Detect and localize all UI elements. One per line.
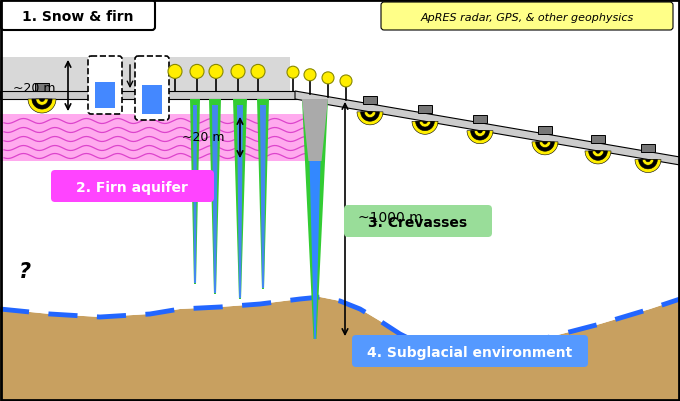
Circle shape: [209, 65, 223, 79]
Polygon shape: [368, 113, 373, 115]
FancyBboxPatch shape: [344, 205, 492, 237]
Polygon shape: [209, 100, 221, 294]
Polygon shape: [0, 115, 312, 162]
Circle shape: [287, 67, 299, 79]
Polygon shape: [536, 142, 554, 152]
Text: ~20 m: ~20 m: [12, 81, 55, 94]
FancyBboxPatch shape: [1, 1, 155, 31]
Bar: [142, 86, 162, 115]
Polygon shape: [0, 58, 290, 92]
Polygon shape: [474, 132, 486, 137]
Text: ApRES radar, GPS, & other geophysics: ApRES radar, GPS, & other geophysics: [420, 13, 634, 23]
Circle shape: [340, 76, 352, 88]
Polygon shape: [357, 113, 383, 126]
Polygon shape: [257, 100, 269, 289]
Circle shape: [322, 73, 334, 85]
Polygon shape: [412, 122, 438, 135]
Bar: [641, 144, 655, 152]
FancyBboxPatch shape: [88, 57, 122, 115]
Circle shape: [168, 65, 182, 79]
Polygon shape: [39, 100, 44, 102]
Bar: [418, 106, 432, 114]
Polygon shape: [415, 122, 435, 131]
Polygon shape: [233, 100, 247, 299]
Polygon shape: [193, 106, 197, 283]
Polygon shape: [28, 100, 56, 114]
Polygon shape: [364, 113, 376, 118]
Polygon shape: [467, 132, 493, 144]
Polygon shape: [302, 100, 328, 339]
Bar: [95, 83, 115, 109]
Polygon shape: [237, 106, 243, 298]
Polygon shape: [585, 152, 611, 164]
Polygon shape: [212, 106, 218, 293]
Polygon shape: [592, 152, 604, 157]
Circle shape: [190, 65, 204, 79]
Polygon shape: [471, 132, 490, 141]
Text: ~1000 m: ~1000 m: [358, 211, 423, 225]
Polygon shape: [420, 122, 430, 128]
Polygon shape: [190, 100, 200, 284]
FancyBboxPatch shape: [51, 170, 214, 203]
FancyBboxPatch shape: [352, 335, 588, 367]
Polygon shape: [32, 100, 52, 110]
Polygon shape: [596, 152, 600, 154]
Bar: [538, 127, 552, 134]
Circle shape: [231, 65, 245, 79]
Polygon shape: [645, 160, 650, 162]
Text: ~20 m: ~20 m: [182, 131, 225, 144]
Polygon shape: [260, 106, 266, 288]
Polygon shape: [539, 142, 551, 148]
Polygon shape: [639, 160, 658, 170]
Bar: [591, 136, 605, 144]
Polygon shape: [0, 92, 297, 100]
Polygon shape: [477, 132, 482, 134]
Circle shape: [251, 65, 265, 79]
FancyBboxPatch shape: [135, 57, 169, 121]
Polygon shape: [360, 113, 379, 122]
FancyBboxPatch shape: [381, 3, 673, 31]
Polygon shape: [302, 100, 328, 162]
Bar: [363, 97, 377, 105]
Polygon shape: [543, 142, 547, 145]
Circle shape: [304, 70, 316, 81]
Polygon shape: [36, 100, 48, 106]
Polygon shape: [0, 100, 680, 349]
Polygon shape: [0, 297, 680, 401]
Polygon shape: [423, 122, 427, 124]
Polygon shape: [589, 152, 607, 161]
Text: 3. Crevasses: 3. Crevasses: [369, 215, 468, 229]
Polygon shape: [643, 160, 653, 166]
Bar: [473, 115, 487, 124]
Polygon shape: [635, 160, 661, 173]
Text: ?: ?: [19, 261, 31, 281]
Bar: [35, 84, 49, 92]
Polygon shape: [295, 92, 680, 166]
Text: 2. Firn aquifer: 2. Firn aquifer: [76, 180, 188, 194]
Text: 1. Snow & firn: 1. Snow & firn: [22, 10, 134, 24]
Text: 4. Subglacial environment: 4. Subglacial environment: [367, 345, 573, 359]
Polygon shape: [532, 142, 558, 156]
Polygon shape: [309, 162, 320, 339]
